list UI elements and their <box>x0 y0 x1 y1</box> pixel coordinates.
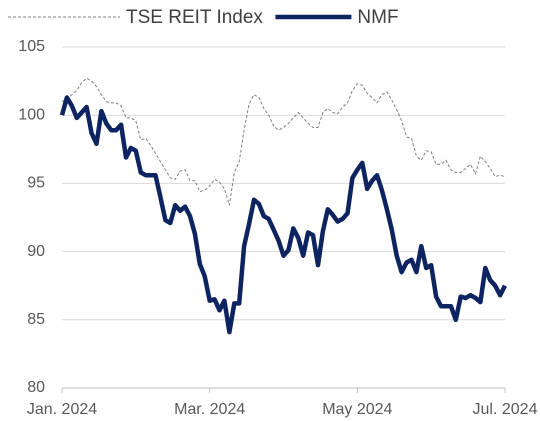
x-tick-label: May 2024 <box>322 401 392 418</box>
y-tick-label: 100 <box>18 106 45 123</box>
x-tick-label: Mar. 2024 <box>174 401 245 418</box>
line-series <box>59 95 507 335</box>
y-tick-label: 90 <box>27 243 45 260</box>
y-tick-label: 85 <box>27 311 45 328</box>
legend-label: TSE REIT Index <box>126 7 263 28</box>
y-tick-label: 95 <box>27 175 45 192</box>
y-tick-label: 105 <box>18 38 45 55</box>
legend-label: NMF <box>357 7 398 28</box>
x-tick-label: Jan. 2024 <box>27 401 97 418</box>
line-series <box>61 77 506 206</box>
y-tick-label: 80 <box>27 379 45 396</box>
x-tick-label: Jul. 2024 <box>473 401 538 418</box>
